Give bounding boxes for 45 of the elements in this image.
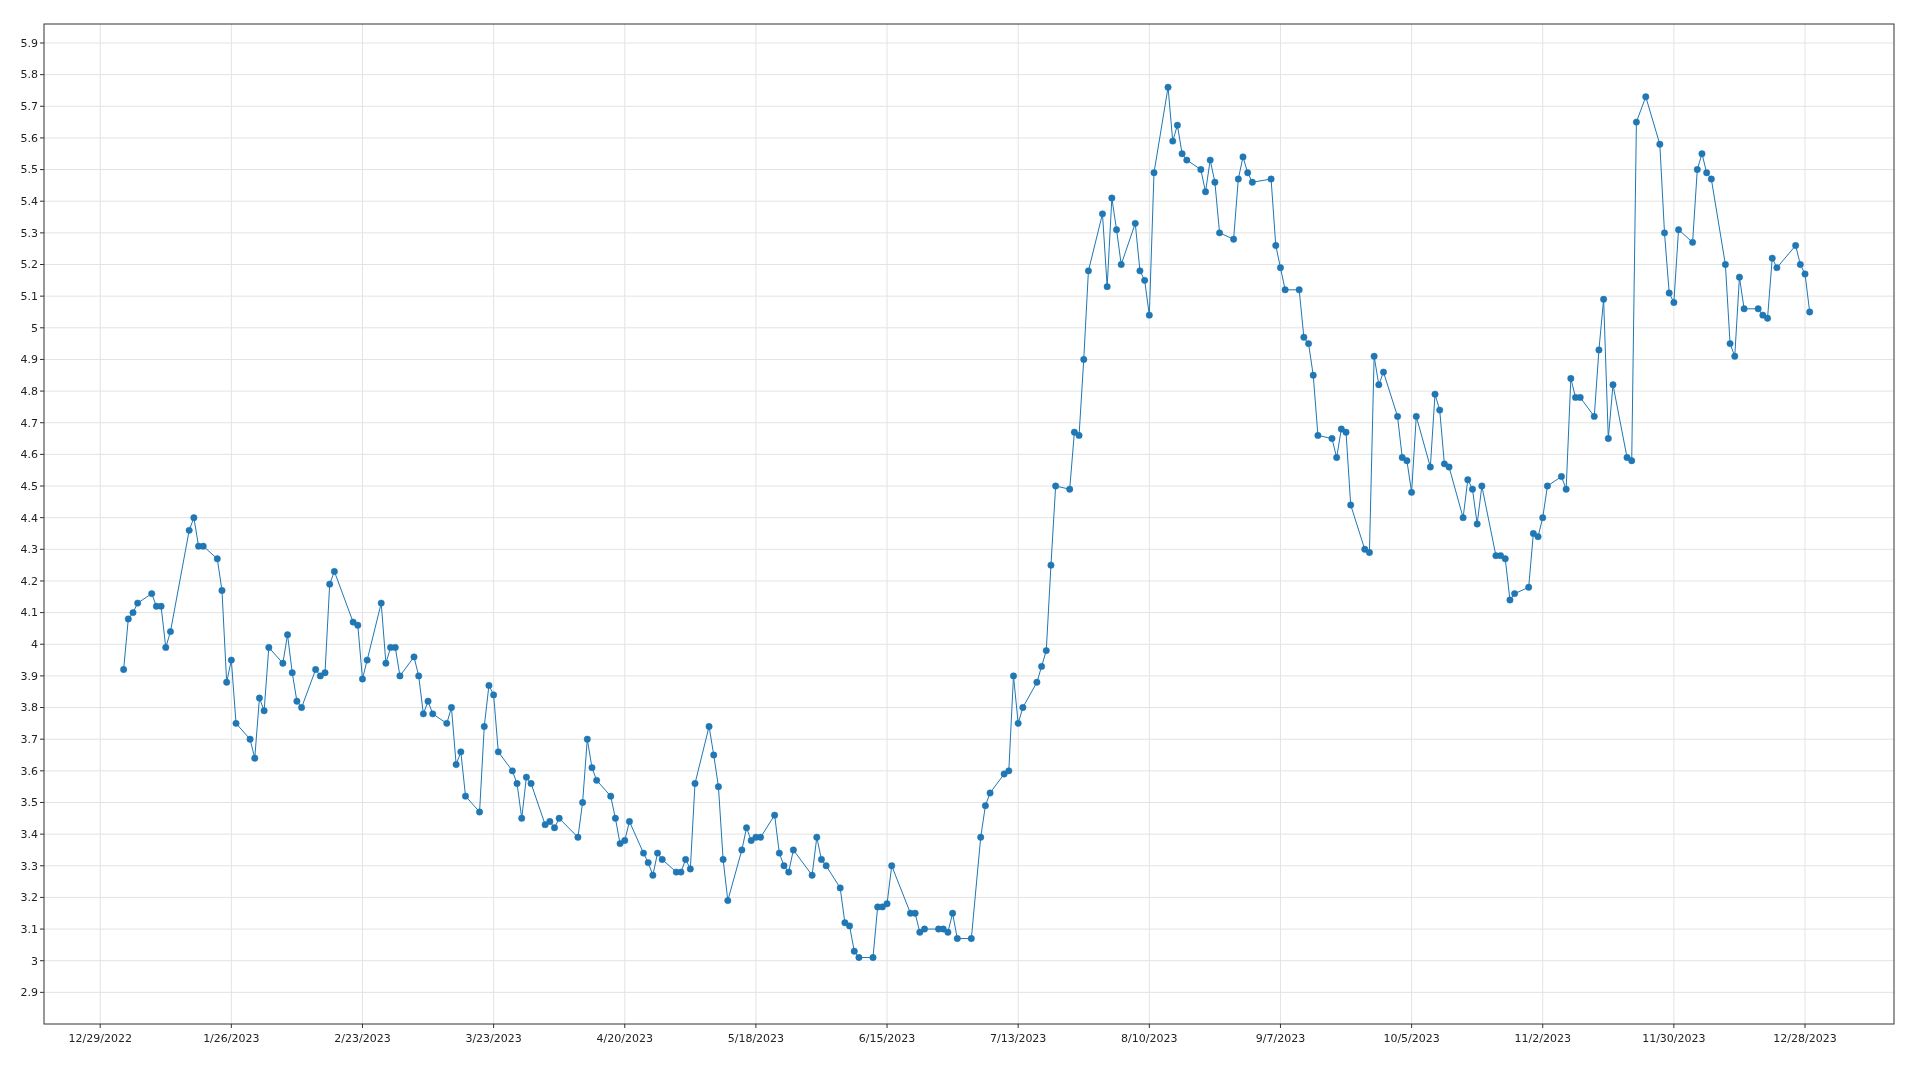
- y-tick-label: 3.6: [20, 764, 38, 778]
- x-tick-label: 7/13/2023: [989, 1032, 1047, 1045]
- y-tick-label: 3.5: [20, 796, 38, 810]
- y-tick-label: 4.2: [20, 574, 38, 588]
- y-tick-label: 4.5: [20, 479, 38, 493]
- y-tick-label: 5.5: [20, 163, 38, 177]
- y-tick-label: 3.9: [20, 669, 38, 683]
- y-tick-label: 5.7: [20, 100, 38, 114]
- y-tick-label: 2.9: [20, 986, 38, 1000]
- y-tick-label: 5: [31, 321, 38, 335]
- x-tick-label: 10/5/2023: [1383, 1032, 1440, 1045]
- x-tick-label: 11/2/2023: [1514, 1032, 1571, 1045]
- y-tick-label: 5.6: [20, 131, 38, 145]
- x-tick-label: 12/29/2022: [68, 1032, 132, 1045]
- y-tick-label: 4.3: [20, 543, 38, 557]
- x-tick-label: 4/20/2023: [596, 1032, 653, 1045]
- y-tick-label: 4.9: [20, 353, 38, 367]
- x-tick-label: 11/30/2023: [1642, 1032, 1706, 1045]
- y-tick-label: 5.4: [20, 195, 38, 209]
- x-tick-label: 12/28/2023: [1773, 1032, 1837, 1045]
- x-tick-label: 3/23/2023: [465, 1032, 522, 1045]
- y-tick-label: 3.2: [20, 891, 38, 905]
- y-tick-label: 4.1: [20, 606, 38, 620]
- y-tick-label: 4.8: [20, 384, 38, 398]
- y-tick-label: 3.4: [20, 827, 38, 841]
- y-tick-label: 5.3: [20, 226, 38, 240]
- y-tick-label: 3.8: [20, 701, 38, 715]
- x-tick-label: 2/23/2023: [334, 1032, 391, 1045]
- y-tick-label: 5.1: [20, 290, 38, 303]
- x-tick-label: 8/10/2023: [1121, 1032, 1178, 1045]
- y-tick-label: 3.7: [20, 733, 38, 747]
- y-tick-label: 4: [31, 638, 38, 652]
- x-tick-label: 6/15/2023: [858, 1032, 916, 1045]
- x-tick-label: 1/26/2023: [203, 1032, 260, 1045]
- y-tick-label: 3: [31, 954, 38, 968]
- x-tick-label: 9/7/2023: [1255, 1032, 1306, 1045]
- y-tick-label: 5.8: [20, 68, 38, 82]
- y-tick-label: 4.6: [20, 448, 38, 462]
- y-tick-label: 3.1: [20, 922, 38, 936]
- y-tick-label: 4.4: [20, 511, 38, 525]
- y-tick-label: 5.9: [20, 36, 38, 50]
- y-tick-label: 4.7: [20, 416, 38, 430]
- x-tick-label: 5/18/2023: [727, 1032, 785, 1045]
- y-tick-label: 3.3: [20, 859, 38, 873]
- y-tick-label: 5.2: [20, 258, 38, 272]
